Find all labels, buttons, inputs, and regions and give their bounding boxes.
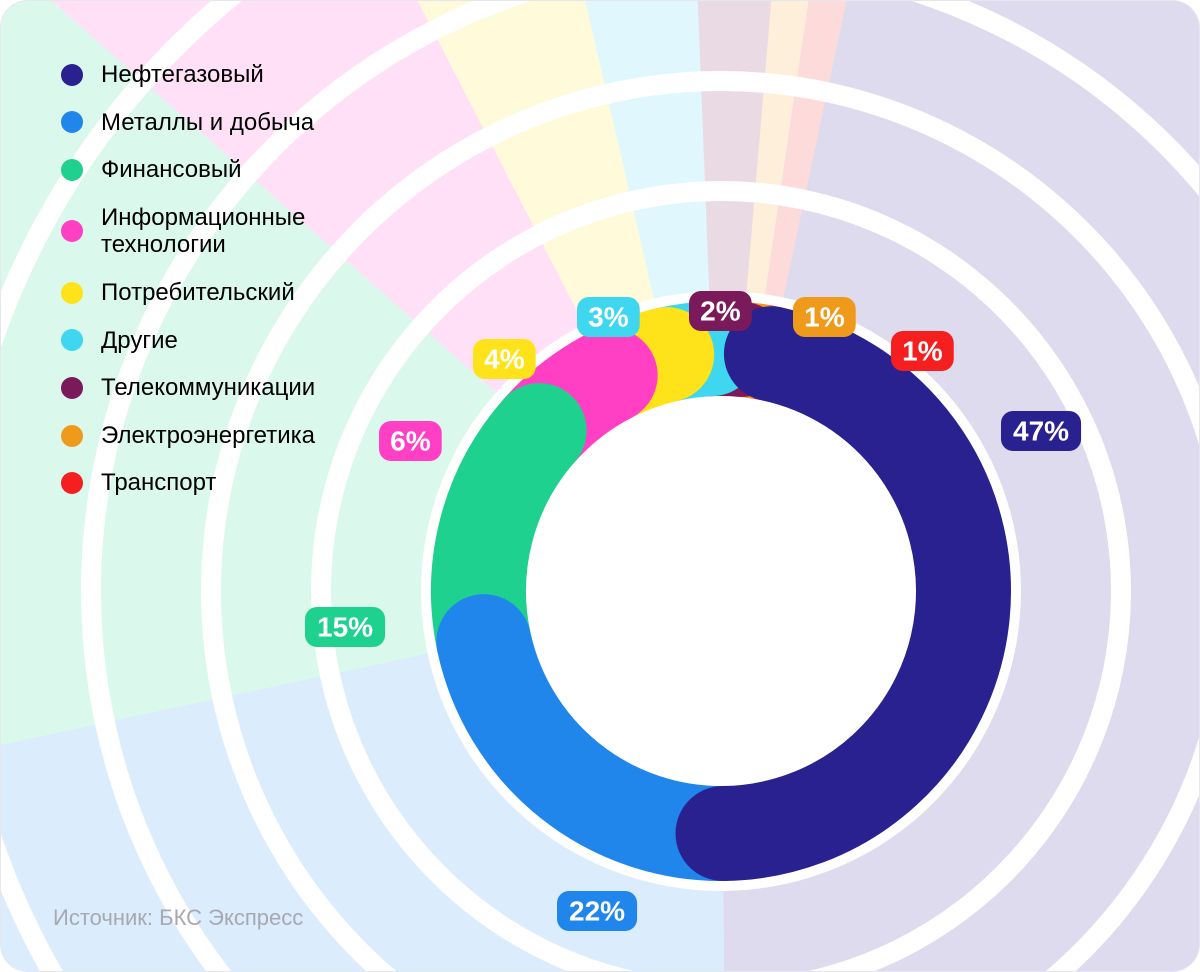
legend-row: Транспорт [61, 469, 361, 497]
source-label: Источник: БКС Экспресс [53, 905, 303, 931]
value-badge: 3% [577, 297, 640, 337]
legend-bullet [61, 64, 83, 86]
svg-text:6%: 6% [390, 426, 431, 457]
legend-row: Информационные технологии [61, 204, 361, 259]
value-badge: 15% [305, 607, 385, 647]
legend-bullet [61, 111, 83, 133]
legend-label: Металлы и добыча [101, 109, 314, 137]
svg-text:3%: 3% [588, 302, 629, 333]
legend-label: Транспорт [101, 469, 216, 497]
legend-row: Телекоммуникации [61, 374, 361, 402]
legend-label: Потребительский [101, 279, 295, 307]
legend-bullet [61, 220, 83, 242]
value-badge: 47% [1001, 411, 1081, 451]
legend-label: Финансовый [101, 156, 242, 184]
legend-row: Металлы и добыча [61, 109, 361, 137]
svg-text:1%: 1% [804, 302, 845, 333]
value-badge: 6% [379, 421, 442, 461]
svg-text:2%: 2% [700, 296, 741, 327]
legend-label: Информационные технологии [101, 204, 361, 259]
legend-bullet [61, 377, 83, 399]
legend-bullet [61, 472, 83, 494]
legend: Нефтегазовый Металлы и добыча Финансовый Ин… [61, 61, 361, 517]
legend-row: Потребительский [61, 279, 361, 307]
value-badge: 4% [473, 339, 536, 379]
svg-text:4%: 4% [484, 344, 525, 375]
legend-row: Другие [61, 327, 361, 355]
value-badge: 1% [891, 331, 954, 371]
value-badge: 1% [793, 297, 856, 337]
legend-bullet [61, 282, 83, 304]
legend-label: Нефтегазовый [101, 61, 264, 89]
legend-row: Нефтегазовый [61, 61, 361, 89]
svg-text:47%: 47% [1013, 416, 1069, 447]
legend-bullet [61, 159, 83, 181]
legend-label: Телекоммуникации [101, 374, 315, 402]
legend-label: Электроэнергетика [101, 422, 315, 450]
svg-text:1%: 1% [902, 336, 943, 367]
legend-row: Электроэнергетика [61, 422, 361, 450]
value-badge: 22% [557, 891, 637, 931]
legend-row: Финансовый [61, 156, 361, 184]
chart-card: 47% 22% 15% 6% 4% 3% 2% 1% 1% Нефтегазовый Металл… [0, 0, 1200, 972]
value-badge: 2% [689, 291, 752, 331]
legend-bullet [61, 425, 83, 447]
legend-label: Другие [101, 327, 178, 355]
legend-bullet [61, 329, 83, 351]
svg-text:15%: 15% [317, 612, 373, 643]
svg-text:22%: 22% [569, 896, 625, 927]
